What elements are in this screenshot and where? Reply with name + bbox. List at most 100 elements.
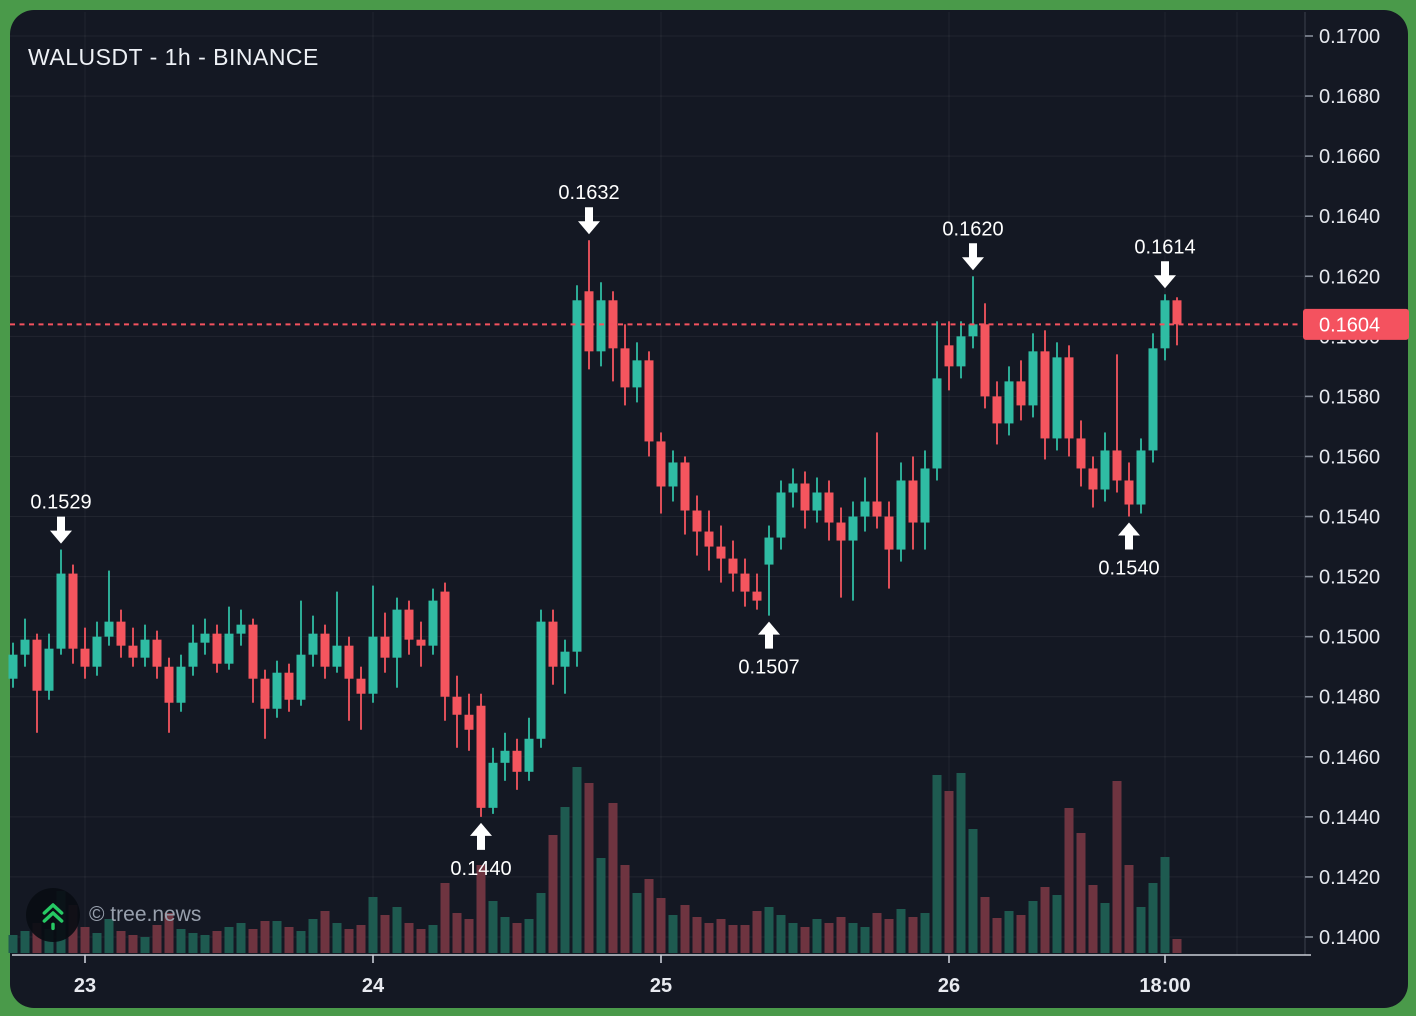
volume-bar [1148,883,1158,953]
volume-bar [104,919,114,953]
candle-body [740,573,750,592]
price-axis-label: 0.1680 [1319,86,1380,108]
volume-bars [8,767,1182,953]
volume-bar [632,893,642,953]
volume-bar [1088,885,1098,953]
candle-body [1172,300,1182,325]
candle-body [716,546,726,559]
volume-bar [872,913,882,953]
volume-bar [560,807,570,953]
candle-body [200,633,210,643]
volume-bar [968,829,978,953]
candle-body [776,492,786,538]
tree-news-logo [26,888,80,942]
candle-body [992,396,1002,424]
candle-wick [840,507,842,598]
volume-bar [1172,939,1182,953]
candle-body [272,672,282,709]
volume-bar [248,929,258,953]
double-chevron-up-icon [42,903,64,931]
candle-body [788,483,798,493]
candle-body [704,531,714,547]
candle-body [500,750,510,763]
candle-body [1028,351,1038,406]
candle-body [548,621,558,667]
candle-wick [768,525,770,616]
annotation-label: 0.1440 [450,858,511,880]
candle-body [44,648,54,691]
annotations: 0.1529 0.1632 0.1620 0.1614 0.1440 0.1507 0.15… [30,182,1195,880]
candle-body [848,516,858,541]
candle-body [1064,357,1074,439]
candle-body [392,609,402,658]
volume-bar [80,927,90,953]
annotation-label: 0.1632 [558,182,619,204]
volume-bar [956,773,966,953]
volume-bar [332,923,342,953]
candle-body [224,633,234,664]
price-tag: 0.1604 [1303,308,1409,340]
volume-bar [8,935,18,953]
price-axis-label: 0.1400 [1319,927,1380,949]
volume-bar [512,923,522,953]
time-axis-label: 18:00 [1139,975,1190,997]
volume-bar [260,921,270,953]
volume-bar [368,897,378,953]
volume-bar [800,927,810,953]
volume-bar [776,915,786,953]
candle-body [884,516,894,550]
watermark-text: © tree.news [89,903,202,926]
price-axis-label: 0.1480 [1319,687,1380,709]
volume-bar [176,929,186,953]
volume-bar [920,913,930,953]
price-axis-label: 0.1540 [1319,507,1380,529]
arrow-up-icon [470,822,492,850]
annotation-label: 0.1529 [30,492,91,514]
price-axis-label: 0.1620 [1319,266,1380,288]
candle-body [428,600,438,646]
volume-bar [824,923,834,953]
price-axis-label: 0.1580 [1319,386,1380,408]
time-axis-label: 23 [74,975,96,997]
volume-bar [1112,781,1122,953]
candle-body [956,336,966,367]
candle-body [644,360,654,442]
volume-bar [128,935,138,953]
time-axis-label: 26 [938,975,960,997]
candle-body [944,345,954,367]
candle-body [440,591,450,697]
volume-bar [680,905,690,953]
candle-wick [300,600,302,706]
annotation-label: 0.1540 [1098,558,1159,580]
volume-bar [284,927,294,953]
volume-bar [848,923,858,953]
annotation-label: 0.1507 [738,657,799,679]
volume-bar [116,931,126,953]
volume-bar [428,925,438,953]
volume-bar [548,835,558,953]
candle-body [164,666,174,703]
candles [8,240,1182,817]
price-axis-label: 0.1500 [1319,627,1380,649]
volume-bar [392,907,402,953]
candle-body [1052,357,1062,439]
volume-bar [1124,865,1134,953]
current-price-tag [1303,308,1409,340]
candle-wick [336,591,338,673]
volume-bar [944,791,954,953]
volume-bar [608,803,618,953]
volume-bar [752,911,762,953]
volume-bar [1040,887,1050,953]
volume-bar [140,937,150,953]
price-axis-label: 0.1460 [1319,747,1380,769]
volume-bar [356,925,366,953]
volume-bar [980,897,990,953]
volume-bar [188,933,198,953]
candle-body [1136,450,1146,505]
candle-wick [972,276,974,349]
volume-bar [32,923,42,953]
watermark: © tree.news [26,888,201,942]
candle-body [968,324,978,337]
